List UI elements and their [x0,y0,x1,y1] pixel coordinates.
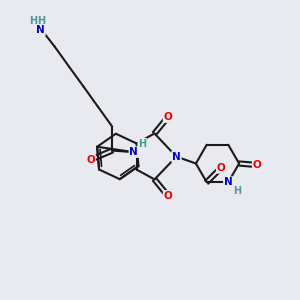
Text: O: O [164,112,172,122]
Text: O: O [86,154,95,165]
Text: N: N [129,147,138,157]
Text: H: H [138,139,146,149]
Text: O: O [217,163,226,173]
Text: H: H [37,16,46,26]
Text: N: N [224,177,233,187]
Text: N: N [172,152,181,162]
Text: H: H [233,186,242,196]
Text: H: H [29,16,37,26]
Text: O: O [253,160,262,170]
Text: O: O [164,191,172,201]
Text: N: N [36,25,45,35]
